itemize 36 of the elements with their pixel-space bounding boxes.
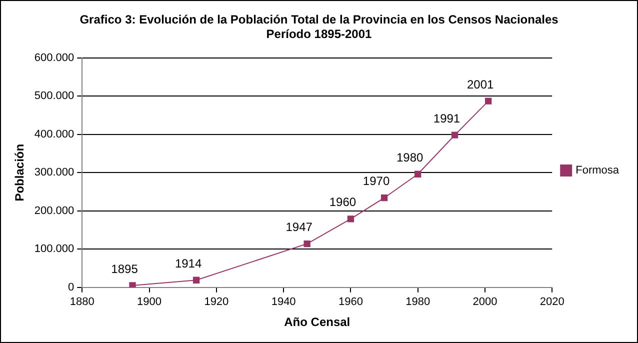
y-tick-label: 600.000	[34, 52, 74, 64]
x-tick-label: 1960	[338, 296, 363, 308]
y-tick-label: 500.000	[34, 90, 74, 102]
annotation: 1914	[174, 256, 202, 270]
annotation: 2001	[466, 77, 494, 92]
point	[192, 276, 200, 284]
annotation: 1970	[362, 174, 390, 188]
x-tick-label: 1900	[137, 296, 162, 308]
y-axis-title: Población	[12, 144, 27, 202]
x-tick-label: 1940	[271, 296, 296, 308]
x-tick-label: 2000	[472, 296, 498, 308]
annotation: 1947	[286, 220, 313, 234]
point	[484, 98, 492, 104]
point	[304, 240, 310, 248]
point	[380, 194, 388, 202]
annotation: 1960	[329, 195, 356, 210]
x-tick-label: 1920	[204, 296, 229, 308]
chart-title: Grafico 3: Evolución de la Población Total de la Provincia en los Censos Nacionales	[80, 12, 559, 27]
point	[129, 282, 136, 288]
legend-label: Formosa	[576, 164, 620, 177]
x-axis-title: Año Censal	[284, 315, 350, 330]
y-tick-label: 0	[68, 281, 74, 294]
y-tick-label: 200.000	[34, 204, 74, 217]
point	[414, 170, 422, 178]
point	[451, 132, 458, 138]
y-tick-label: 300.000	[34, 166, 74, 179]
x-tick-label: 2020	[540, 296, 564, 308]
x-tick-label: 1980	[406, 296, 430, 308]
chart-subtitle: Período 1895-2001	[266, 26, 372, 41]
y-tick-label: 400.000	[34, 128, 74, 140]
x-tick-label: 1880	[70, 296, 94, 308]
annotation: 1980	[396, 150, 424, 164]
annotation: 1895	[111, 262, 138, 276]
annotation: 1991	[433, 111, 460, 126]
y-tick-label: 100.000	[34, 243, 74, 256]
point	[347, 216, 354, 222]
